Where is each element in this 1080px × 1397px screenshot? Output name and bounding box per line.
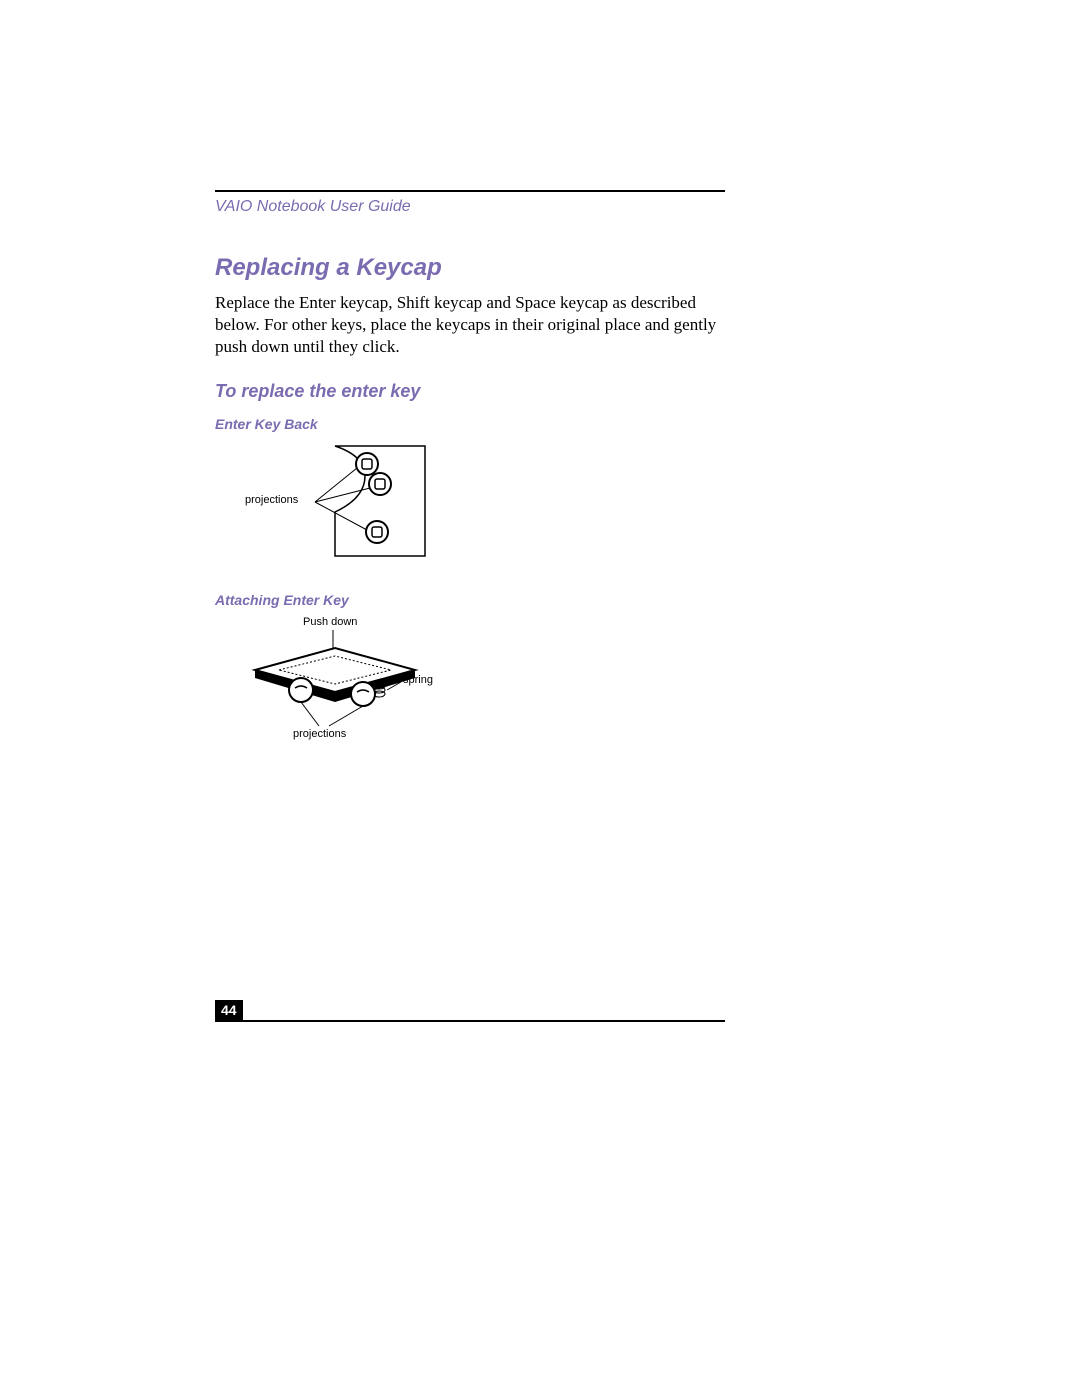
page-footer: 44 [215, 1000, 725, 1022]
figure2-label-spring: spring [403, 674, 433, 686]
figure-enter-key-back: projections [215, 440, 475, 570]
section-title: Replacing a Keycap [215, 254, 725, 282]
figure1-caption: Enter Key Back [215, 416, 725, 432]
figure-attaching-enter-key: Push down spring projections [215, 616, 475, 756]
figure2-caption: Attaching Enter Key [215, 592, 725, 608]
figure2-label-projections: projections [293, 728, 346, 740]
page-number: 44 [215, 1000, 243, 1020]
header-guide-title: VAIO Notebook User Guide [215, 198, 725, 216]
figure2-label-pushdown: Push down [303, 616, 357, 628]
footer-rule [215, 1020, 725, 1022]
page-content: VAIO Notebook User Guide Replacing a Key… [215, 190, 725, 778]
figure1-label-projections: projections [245, 494, 298, 506]
section-body: Replace the Enter keycap, Shift keycap a… [215, 292, 725, 357]
section-subtitle: To replace the enter key [215, 381, 725, 402]
top-rule [215, 190, 725, 192]
